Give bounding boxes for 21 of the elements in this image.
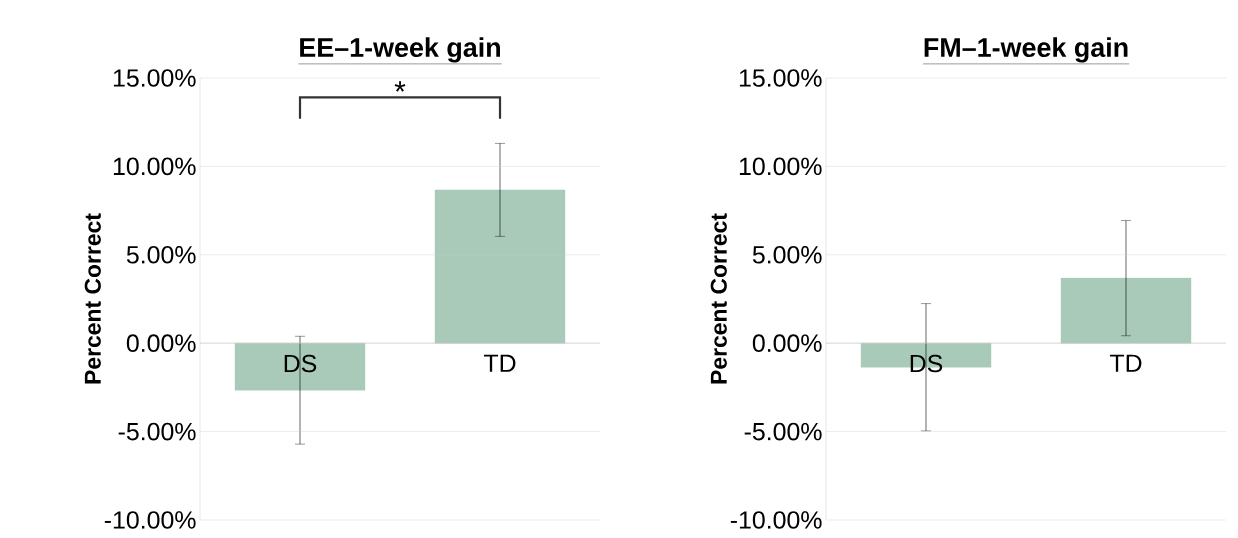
y-axis-title: Percent Correct (710, 213, 727, 384)
x-tick-label: TD (1109, 354, 1142, 372)
chart-title: EE–1-week gain (300, 37, 500, 63)
y-tick-label: -10.00% (104, 511, 196, 529)
y-tick-label: -5.00% (118, 422, 196, 441)
chart-title: FM–1-week gain (924, 37, 1128, 63)
y-tick-label: 10.00% (113, 157, 196, 176)
y-tick-label: 10.00% (739, 157, 822, 176)
annotation: * (394, 81, 406, 92)
y-tick-label: 0.00% (126, 334, 196, 353)
y-tick-label: -5.00% (744, 422, 822, 441)
y-tick-label: -10.00% (730, 511, 822, 529)
y-tick-label: 0.00% (752, 334, 822, 353)
y-tick-label: 15.00% (113, 69, 196, 87)
x-tick-label: DS (910, 354, 943, 373)
y-tick-label: 5.00% (752, 245, 822, 264)
y-axis-title: Percent Correct (84, 213, 101, 384)
y-tick-label: 5.00% (126, 245, 196, 264)
x-tick-label: DS (284, 354, 317, 373)
y-tick-label: 15.00% (739, 69, 822, 87)
x-tick-label: TD (483, 354, 516, 372)
